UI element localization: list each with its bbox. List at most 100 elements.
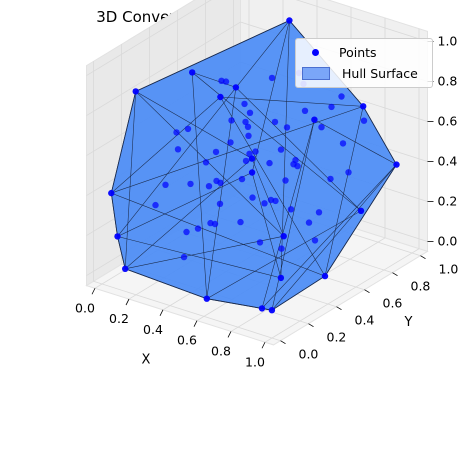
data-point — [294, 162, 301, 170]
data-point — [162, 181, 169, 188]
legend-label-points: Points — [339, 44, 377, 60]
y-tick — [364, 289, 370, 294]
hull-edge — [271, 275, 326, 311]
data-point — [339, 140, 347, 147]
hull-edge — [111, 106, 364, 194]
data-point — [311, 116, 318, 123]
data-point — [152, 201, 159, 209]
legend-entry-points: Points — [302, 43, 377, 61]
x-tick-label: 1.0 — [245, 354, 265, 369]
grid-line — [264, 248, 420, 343]
hull-edge — [261, 164, 397, 309]
z-tick-label: 0.0 — [438, 233, 458, 248]
x-tick — [125, 298, 130, 306]
data-point — [328, 103, 335, 111]
data-point — [189, 69, 196, 76]
hull-edge — [261, 119, 315, 309]
data-point — [227, 139, 234, 146]
hull-edge — [117, 20, 290, 237]
data-point — [132, 88, 139, 95]
hull-edge — [117, 172, 253, 237]
data-point — [108, 189, 115, 197]
hull-edge — [125, 268, 207, 300]
data-point — [286, 17, 293, 24]
data-point — [266, 159, 273, 167]
y-axis-label: Y — [404, 315, 413, 330]
data-point — [212, 148, 220, 156]
y-tick — [280, 340, 286, 345]
data-point — [268, 74, 276, 82]
hull-edge — [220, 96, 364, 107]
hull-edge — [135, 91, 253, 159]
hull-edge — [111, 96, 221, 194]
data-point — [222, 78, 230, 85]
data-point — [256, 239, 264, 246]
data-point — [301, 107, 309, 115]
hull-edge — [135, 20, 290, 92]
hull-edge — [362, 106, 397, 165]
y-tick — [308, 323, 314, 328]
y-tick-label: 0.4 — [355, 313, 375, 328]
hull-surface-swatch-icon — [302, 66, 330, 80]
y-tick-label: 0.2 — [327, 330, 347, 345]
data-point — [249, 194, 256, 201]
hull-edge — [192, 72, 236, 88]
data-point — [248, 169, 256, 176]
grid-line — [93, 280, 281, 342]
y-tick-label: 0.8 — [411, 279, 431, 294]
hull-edge — [324, 106, 364, 277]
x-tick — [159, 309, 164, 317]
data-point — [122, 265, 129, 272]
data-point — [242, 157, 250, 165]
data-point — [272, 197, 279, 205]
hull-edge — [206, 210, 362, 299]
data-point — [173, 129, 180, 136]
data-point — [114, 233, 121, 240]
data-point — [241, 100, 248, 108]
data-point — [321, 272, 329, 280]
data-point — [202, 159, 210, 166]
legend-label-hull: Hull Surface — [342, 65, 418, 81]
points-marker-icon — [312, 48, 319, 56]
hull-edge — [191, 72, 208, 299]
hull-edge — [117, 236, 281, 279]
x-tick-label: 0.8 — [211, 343, 231, 358]
z-tick-label: 0.8 — [438, 73, 458, 88]
data-point — [217, 93, 224, 101]
data-point — [315, 209, 323, 216]
data-point — [305, 219, 313, 226]
y-tick — [420, 255, 426, 260]
x-tick — [227, 331, 232, 338]
legend-entry-hull: Hull Surface — [302, 64, 418, 82]
legend: Points Hull Surface — [295, 38, 433, 88]
data-point — [180, 253, 188, 261]
data-point — [327, 175, 334, 183]
z-tick-label: 1.0 — [438, 33, 458, 48]
z-tick-label: 0.2 — [438, 193, 458, 208]
hull-edge — [111, 192, 326, 277]
data-point — [280, 233, 287, 240]
data-point — [187, 180, 194, 188]
data-point — [232, 84, 240, 91]
x-tick — [261, 342, 266, 349]
hull-edge — [110, 91, 137, 194]
x-tick-label: 0.0 — [75, 300, 95, 315]
y-tick-label: 0.0 — [299, 347, 319, 362]
data-point — [211, 220, 219, 228]
data-point — [277, 274, 285, 282]
y-tick-label: 0.6 — [383, 296, 403, 311]
x-tick-label: 0.4 — [143, 322, 163, 337]
data-point — [205, 183, 213, 190]
data-point — [283, 124, 291, 131]
data-point — [318, 124, 325, 131]
data-point — [252, 148, 259, 155]
data-point — [246, 150, 253, 157]
hull-edge — [124, 91, 136, 269]
data-point — [287, 206, 295, 213]
hull-edge — [251, 20, 290, 173]
data-point — [242, 118, 249, 126]
data-point — [248, 155, 256, 162]
data-point — [238, 175, 246, 183]
data-point — [183, 228, 190, 236]
grid-line — [295, 0, 428, 42]
